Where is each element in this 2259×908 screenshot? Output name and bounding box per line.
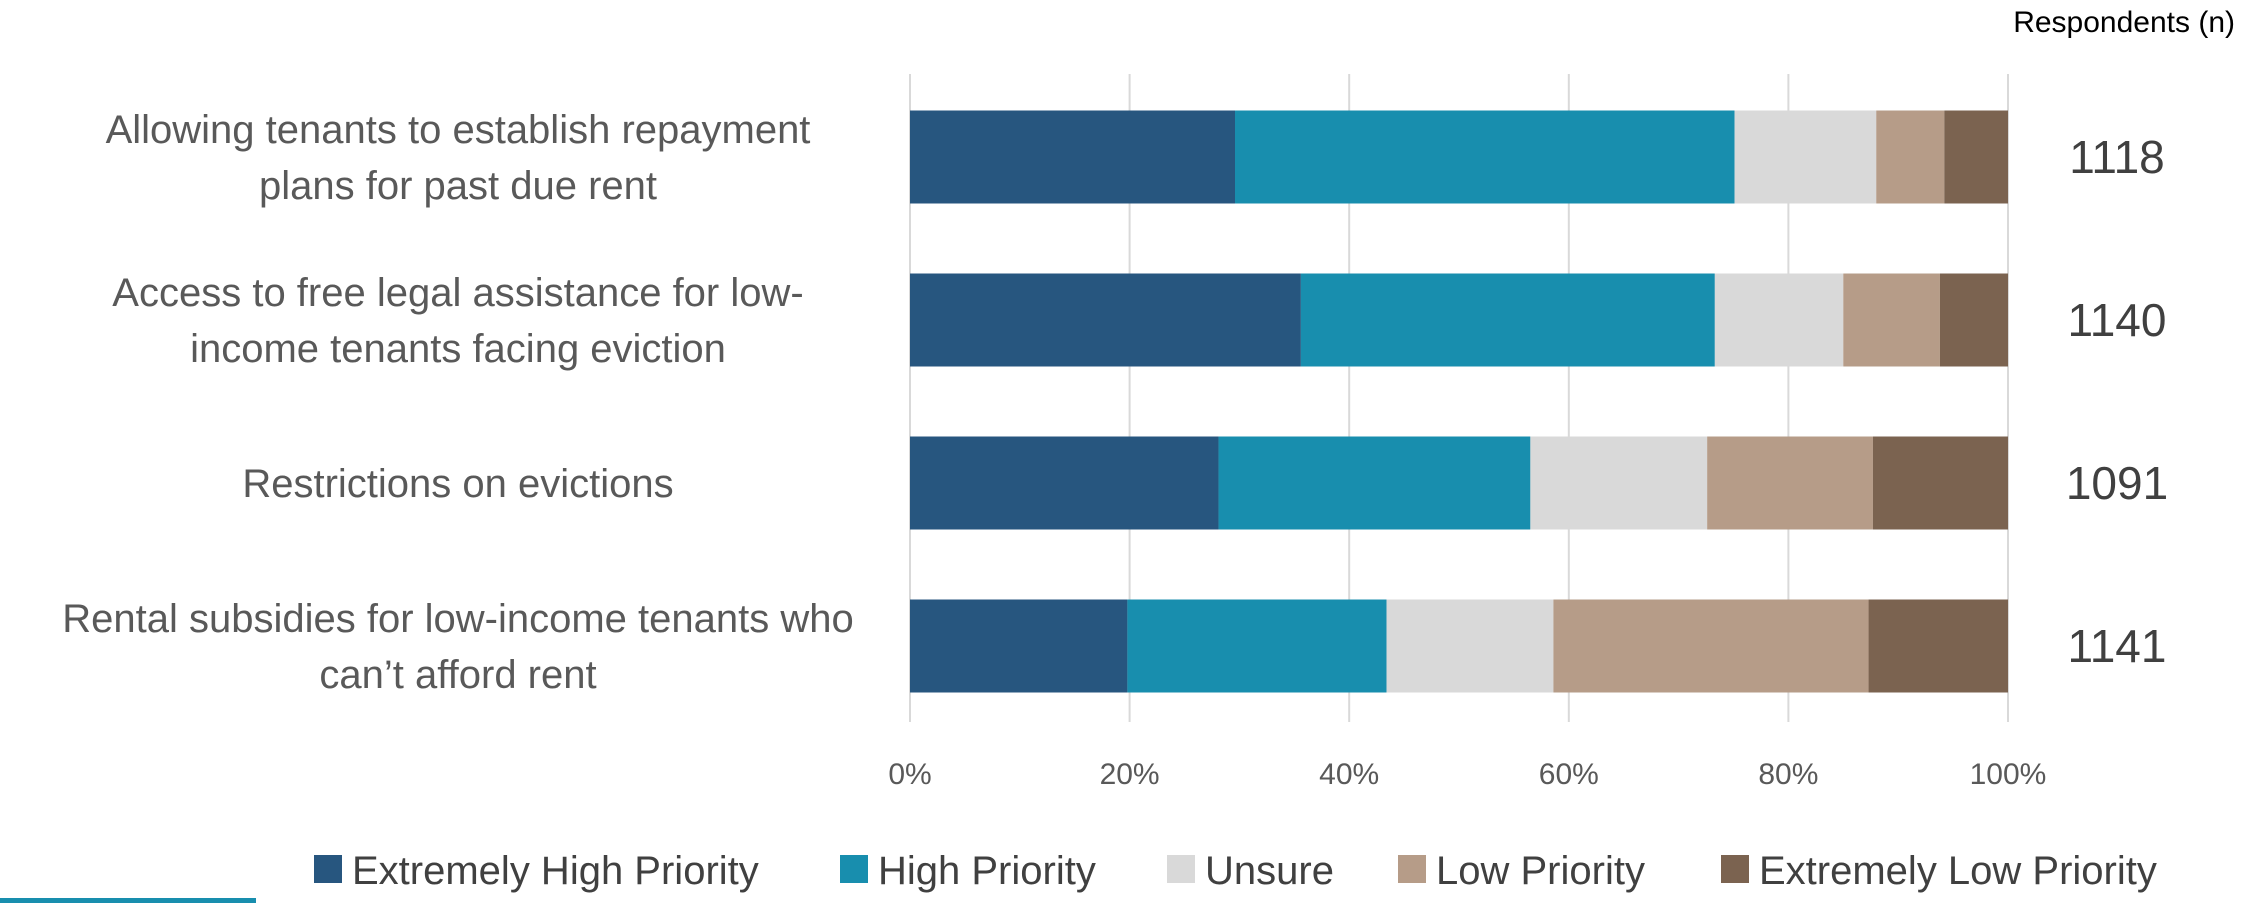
category-label-line: plans for past due rent xyxy=(259,164,657,208)
category-label-line: Allowing tenants to establish repayment xyxy=(106,108,811,152)
x-tick-label: 80% xyxy=(1758,758,1818,791)
category-label-line: Rental subsidies for low-income tenants … xyxy=(62,597,854,641)
category-label-line: Restrictions on evictions xyxy=(242,462,673,506)
bar-segment: Extremely Low Priority: 5.8% xyxy=(1944,110,2008,204)
legend-label: Extremely High Priority xyxy=(352,849,759,893)
respondent-count: 1118 xyxy=(2069,131,2165,183)
category-label: Access to free legal assistance for low-… xyxy=(112,271,803,371)
respondents-header: Respondents (n) xyxy=(2013,6,2235,39)
bar-segment: High Priority: 37.7% xyxy=(1300,273,1715,367)
respondent-count: 1141 xyxy=(2068,620,2167,672)
category-label: Allowing tenants to establish repayment p… xyxy=(106,108,811,208)
category-label-line: can’t afford rent xyxy=(319,653,596,697)
legend-label: Extremely Low Priority xyxy=(1759,849,2157,893)
category-labels: Allowing tenants to establish repayment p… xyxy=(62,108,854,697)
x-tick-label: 60% xyxy=(1539,758,1599,791)
bar-segment: Unsure: 16.1% xyxy=(1530,436,1708,530)
legend-label: High Priority xyxy=(878,849,1096,893)
bar-segment: Low Priority: 8.8% xyxy=(1843,273,1940,367)
respondent-counts: 1118 1140 1091 1141 xyxy=(2066,131,2168,672)
bar-segment: Extremely Low Priority: 6.2% xyxy=(1939,273,2008,367)
bar-segment: Extremely Low Priority: 12.7% xyxy=(1868,599,2008,693)
bar-segment: Low Priority: 15.1% xyxy=(1707,436,1873,530)
x-tick-label: 0% xyxy=(888,758,931,791)
legend-swatch xyxy=(314,855,342,883)
legend-swatch xyxy=(1167,855,1195,883)
respondent-count: 1091 xyxy=(2066,457,2168,509)
bar-segment: High Priority: 23.6% xyxy=(1127,599,1387,693)
x-tick-label: 40% xyxy=(1319,758,1379,791)
x-tick-label: 20% xyxy=(1100,758,1160,791)
respondent-count: 1140 xyxy=(2068,294,2167,346)
x-tick-labels: 0% 20% 40% 60% 80% 100% xyxy=(888,758,2046,791)
bar-segment: Low Priority: 6.2% xyxy=(1876,110,1945,204)
bar-segment: High Priority: 28.4% xyxy=(1218,436,1531,530)
accent-line xyxy=(0,898,256,903)
x-tick-label: 100% xyxy=(1970,758,2047,791)
legend-swatch xyxy=(840,855,868,883)
category-label: Restrictions on evictions xyxy=(242,462,673,506)
bar-segment: Extremely High Priority: 19.8% xyxy=(910,599,1128,693)
category-label: Rental subsidies for low-income tenants … xyxy=(62,597,854,697)
bar-segment: Extremely High Priority: 35.6% xyxy=(910,273,1301,367)
category-label-line: Access to free legal assistance for low- xyxy=(112,271,803,315)
legend-swatch xyxy=(1721,855,1749,883)
bar-segment: Extremely High Priority: 29.6% xyxy=(910,110,1236,204)
legend-swatch xyxy=(1398,855,1426,883)
category-label-line: income tenants facing eviction xyxy=(190,327,726,371)
bar-segment: Extremely High Priority: 28.1% xyxy=(910,436,1219,530)
bar-segment: Unsure: 11.7% xyxy=(1714,273,1844,367)
bar-segment: Unsure: 12.9% xyxy=(1734,110,1877,204)
legend-label: Low Priority xyxy=(1436,849,1645,893)
legend: Extremely High Priority High Priority Unsu… xyxy=(314,849,2157,893)
bars: Extremely High Priority: 29.6%High Prior… xyxy=(910,110,2008,693)
bar-segment: Low Priority: 28.7% xyxy=(1553,599,1869,693)
bar-segment: Extremely Low Priority: 12.3% xyxy=(1872,436,2008,530)
bar-segment: Unsure: 15.2% xyxy=(1386,599,1554,693)
bar-segment: High Priority: 45.5% xyxy=(1235,110,1735,204)
legend-label: Unsure xyxy=(1205,849,1334,893)
